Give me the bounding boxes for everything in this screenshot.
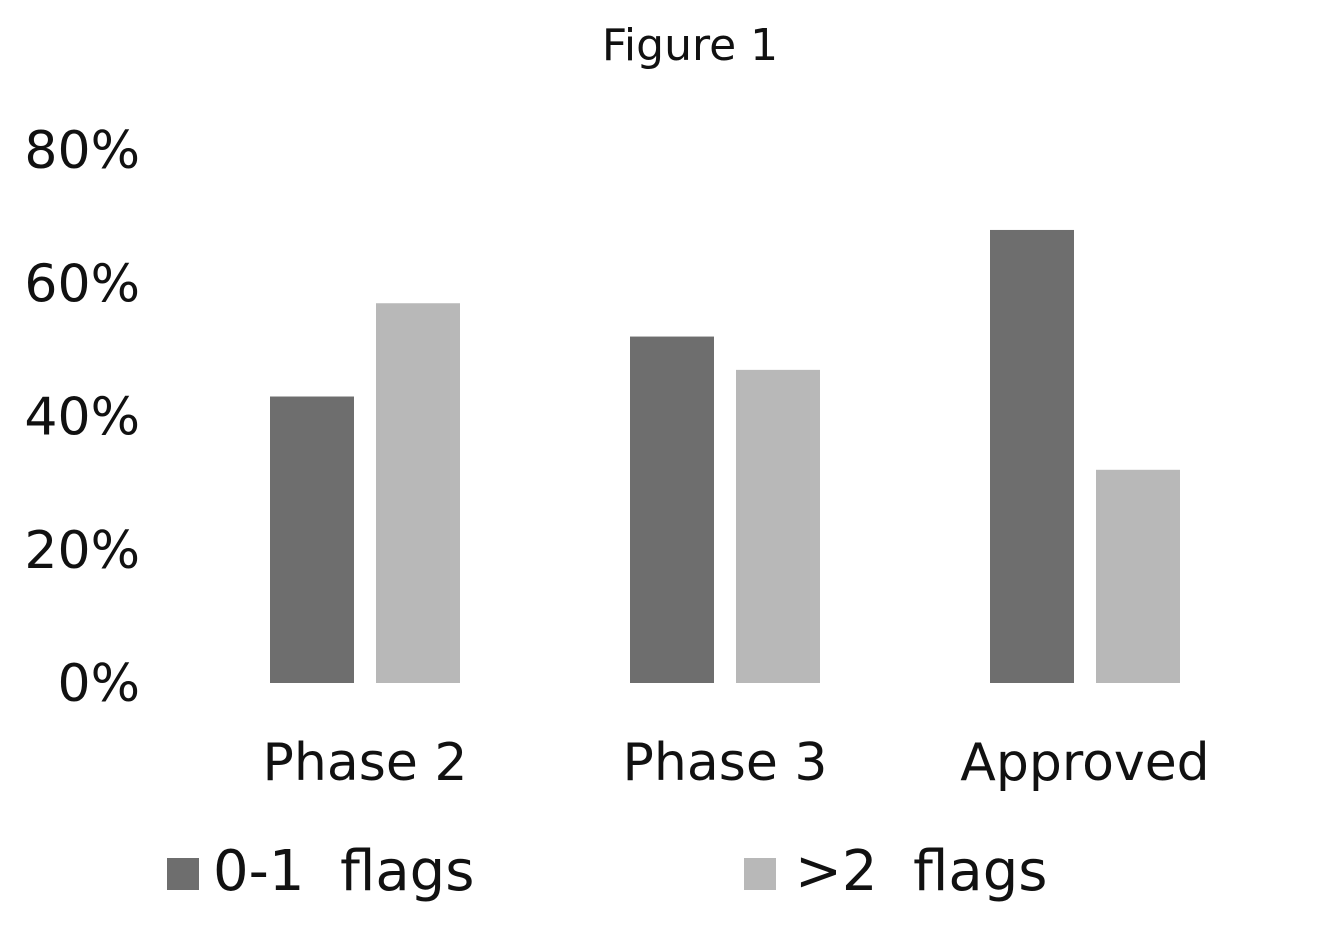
- bar-approved-series-0: [990, 229, 1074, 683]
- legend-label-0-1-flags: 0-1 flags: [213, 839, 474, 904]
- legend-swatch-gt-2-flags: [744, 858, 776, 890]
- x-tick-label: Phase 3: [623, 733, 828, 793]
- legend-label-gt-2-flags: >2 flags: [795, 839, 1047, 904]
- y-tick-label: 80%: [24, 121, 140, 181]
- bar-phase-2-series-0: [270, 396, 354, 683]
- x-axis-ticks: Phase 2 Phase 3 Approved: [263, 733, 1210, 793]
- bar-phase-3-series-0: [630, 336, 714, 683]
- x-tick-label: Phase 2: [263, 733, 468, 793]
- y-tick-label: 0%: [58, 654, 141, 714]
- legend: 0-1 flags >2 flags: [167, 839, 1047, 904]
- bar-approved-series-1: [1096, 469, 1180, 683]
- y-axis-ticks: 0% 20% 40% 60% 80%: [24, 121, 140, 714]
- bar-phase-3-series-1: [736, 369, 820, 683]
- legend-swatch-0-1-flags: [167, 858, 199, 890]
- chart-title: Figure 1: [602, 20, 778, 71]
- y-tick-label: 20%: [24, 521, 140, 581]
- x-tick-label: Approved: [960, 733, 1209, 793]
- bars: [270, 229, 1180, 683]
- bar-phase-2-series-1: [376, 303, 460, 683]
- y-tick-label: 40%: [24, 388, 140, 448]
- y-tick-label: 60%: [24, 254, 140, 314]
